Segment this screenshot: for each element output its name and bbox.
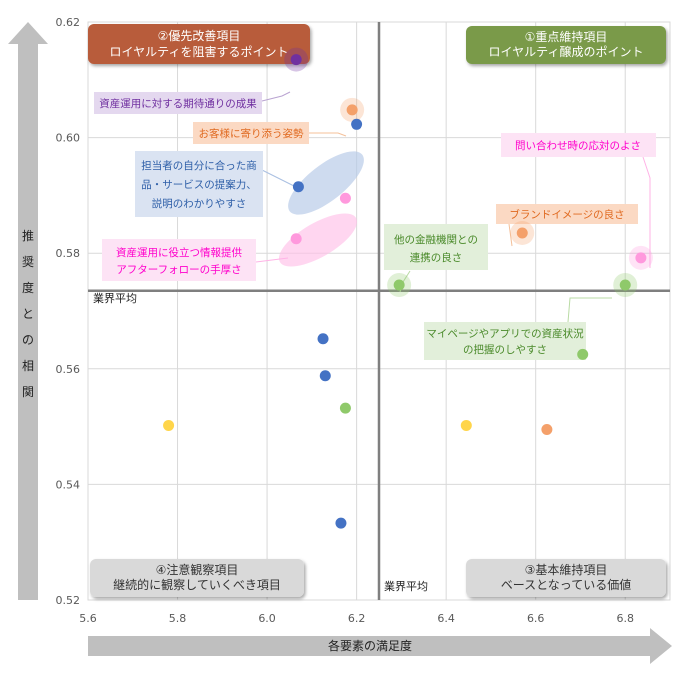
svg-text:担当者の自分に合った商: 担当者の自分に合った商 bbox=[141, 159, 257, 172]
data-point bbox=[317, 333, 329, 345]
data-point bbox=[163, 419, 175, 431]
svg-text:の把握のしやすさ: の把握のしやすさ bbox=[463, 343, 547, 356]
y-tick-label: 0.52 bbox=[56, 594, 81, 607]
data-point bbox=[541, 423, 553, 435]
svg-text:他の金融機関との: 他の金融機関との bbox=[394, 233, 478, 246]
data-point bbox=[290, 233, 302, 245]
callout-label-institution-link: 他の金融機関との 連携の良さ bbox=[384, 224, 488, 270]
x-axis-arrow bbox=[88, 628, 672, 664]
quadrant-title-q3-box bbox=[466, 559, 666, 597]
quadrant-title-q4-line2: 継続的に観察していくべき項目 bbox=[113, 577, 281, 592]
data-point bbox=[460, 419, 472, 431]
x-tick-label: 6.4 bbox=[437, 612, 455, 625]
quadrant-title-q3-line2: ベースとなっている価値 bbox=[501, 577, 631, 592]
quadrant-title-q2 bbox=[88, 24, 310, 64]
data-point bbox=[516, 227, 528, 239]
y-axis-ticks: 0.52 0.54 0.56 0.58 0.60 0.62 bbox=[56, 16, 81, 607]
data-point bbox=[577, 348, 589, 360]
callout-label-expected-results: 資産運用に対する期待通りの成果 bbox=[94, 92, 262, 114]
svg-text:資産運用に役立つ情報提供: 資産運用に役立つ情報提供 bbox=[116, 246, 242, 259]
industry-average-label-vertical: 業界平均 bbox=[384, 580, 428, 593]
data-point bbox=[346, 104, 358, 116]
callout-label-info-aftercare: 資産運用に役立つ情報提供 アフターフォローの手厚さ bbox=[102, 239, 256, 281]
svg-text:お客様に寄り添う姿勢: お客様に寄り添う姿勢 bbox=[199, 127, 304, 140]
x-tick-label: 6.8 bbox=[616, 612, 634, 625]
data-point bbox=[339, 192, 351, 204]
quadrant-title-q1-line1: ①重点維持項目 bbox=[525, 29, 608, 44]
quadrant-title-q1 bbox=[466, 26, 666, 64]
data-points bbox=[163, 47, 653, 529]
industry-average-label-horizontal: 業界平均 bbox=[93, 292, 137, 305]
quadrant-title-q4 bbox=[90, 559, 304, 597]
y-tick-label: 0.56 bbox=[56, 363, 81, 376]
svg-text:問い合わせ時の応対のよさ: 問い合わせ時の応対のよさ bbox=[515, 139, 641, 152]
y-tick-label: 0.58 bbox=[56, 247, 81, 260]
x-tick-label: 6.0 bbox=[258, 612, 276, 625]
data-point bbox=[393, 279, 405, 291]
data-point bbox=[619, 279, 631, 291]
svg-text:品・サービスの提案力、: 品・サービスの提案力、 bbox=[141, 178, 257, 191]
cluster-highlight-blue bbox=[288, 151, 364, 215]
data-point bbox=[319, 370, 331, 382]
cluster-highlight-pink bbox=[278, 213, 358, 267]
callout-label-brand-image: ブランドイメージの良さ bbox=[496, 204, 638, 224]
x-axis-ticks: 5.6 5.8 6.0 6.2 6.4 6.6 6.8 bbox=[79, 612, 634, 625]
svg-text:ブランドイメージの良さ: ブランドイメージの良さ bbox=[509, 208, 624, 221]
svg-text:連携の良さ: 連携の良さ bbox=[410, 251, 463, 264]
data-point bbox=[335, 517, 347, 529]
callout-label-mypage-app: マイページやアプリでの資産状況 の把握のしやすさ bbox=[424, 322, 586, 360]
data-point bbox=[292, 181, 304, 193]
svg-text:説明のわかりやすさ: 説明のわかりやすさ bbox=[152, 197, 247, 210]
quadrant-title-q4-box bbox=[90, 559, 304, 597]
data-point bbox=[339, 402, 351, 414]
quadrant-title-q2-line1: ②優先改善項目 bbox=[158, 28, 241, 43]
quadrant-title-q4-line1: ④注意観察項目 bbox=[156, 562, 239, 577]
data-point bbox=[290, 54, 302, 66]
data-point bbox=[351, 118, 363, 130]
x-tick-label: 6.2 bbox=[348, 612, 366, 625]
quadrant-title-q2-line2: ロイヤルティを阻害するポイント bbox=[110, 44, 289, 59]
svg-text:マイページやアプリでの資産状況: マイページやアプリでの資産状況 bbox=[426, 327, 584, 340]
x-axis-title: 各要素の満足度 bbox=[328, 638, 412, 653]
callout-label-staff-proposal: 担当者の自分に合った商 品・サービスの提案力、 説明のわかりやすさ bbox=[135, 151, 263, 217]
y-axis-title: 推奨度との相関 bbox=[22, 229, 34, 399]
quadrant-title-q3-line1: ③基本維持項目 bbox=[525, 562, 608, 577]
x-tick-label: 5.6 bbox=[79, 612, 97, 625]
quadrant-title-q1-box bbox=[466, 26, 666, 64]
svg-text:アフターフォローの手厚さ: アフターフォローの手厚さ bbox=[116, 263, 241, 276]
y-tick-label: 0.62 bbox=[56, 16, 81, 29]
quadrant-title-q2-box bbox=[88, 24, 310, 64]
y-axis-arrow bbox=[8, 22, 48, 600]
y-tick-label: 0.54 bbox=[56, 478, 81, 491]
quadrant-title-q3 bbox=[466, 559, 666, 597]
x-tick-label: 5.8 bbox=[169, 612, 187, 625]
callout-label-inquiry-response: 問い合わせ時の応対のよさ bbox=[501, 133, 656, 157]
callout-label-customer-stance: お客様に寄り添う姿勢 bbox=[193, 122, 309, 144]
svg-text:資産運用に対する期待通りの成果: 資産運用に対する期待通りの成果 bbox=[99, 97, 257, 110]
data-point bbox=[635, 252, 647, 264]
quadrant-title-q1-line2: ロイヤルティ醸成のポイント bbox=[489, 45, 644, 59]
x-tick-label: 6.6 bbox=[527, 612, 545, 625]
y-tick-label: 0.60 bbox=[56, 132, 81, 145]
